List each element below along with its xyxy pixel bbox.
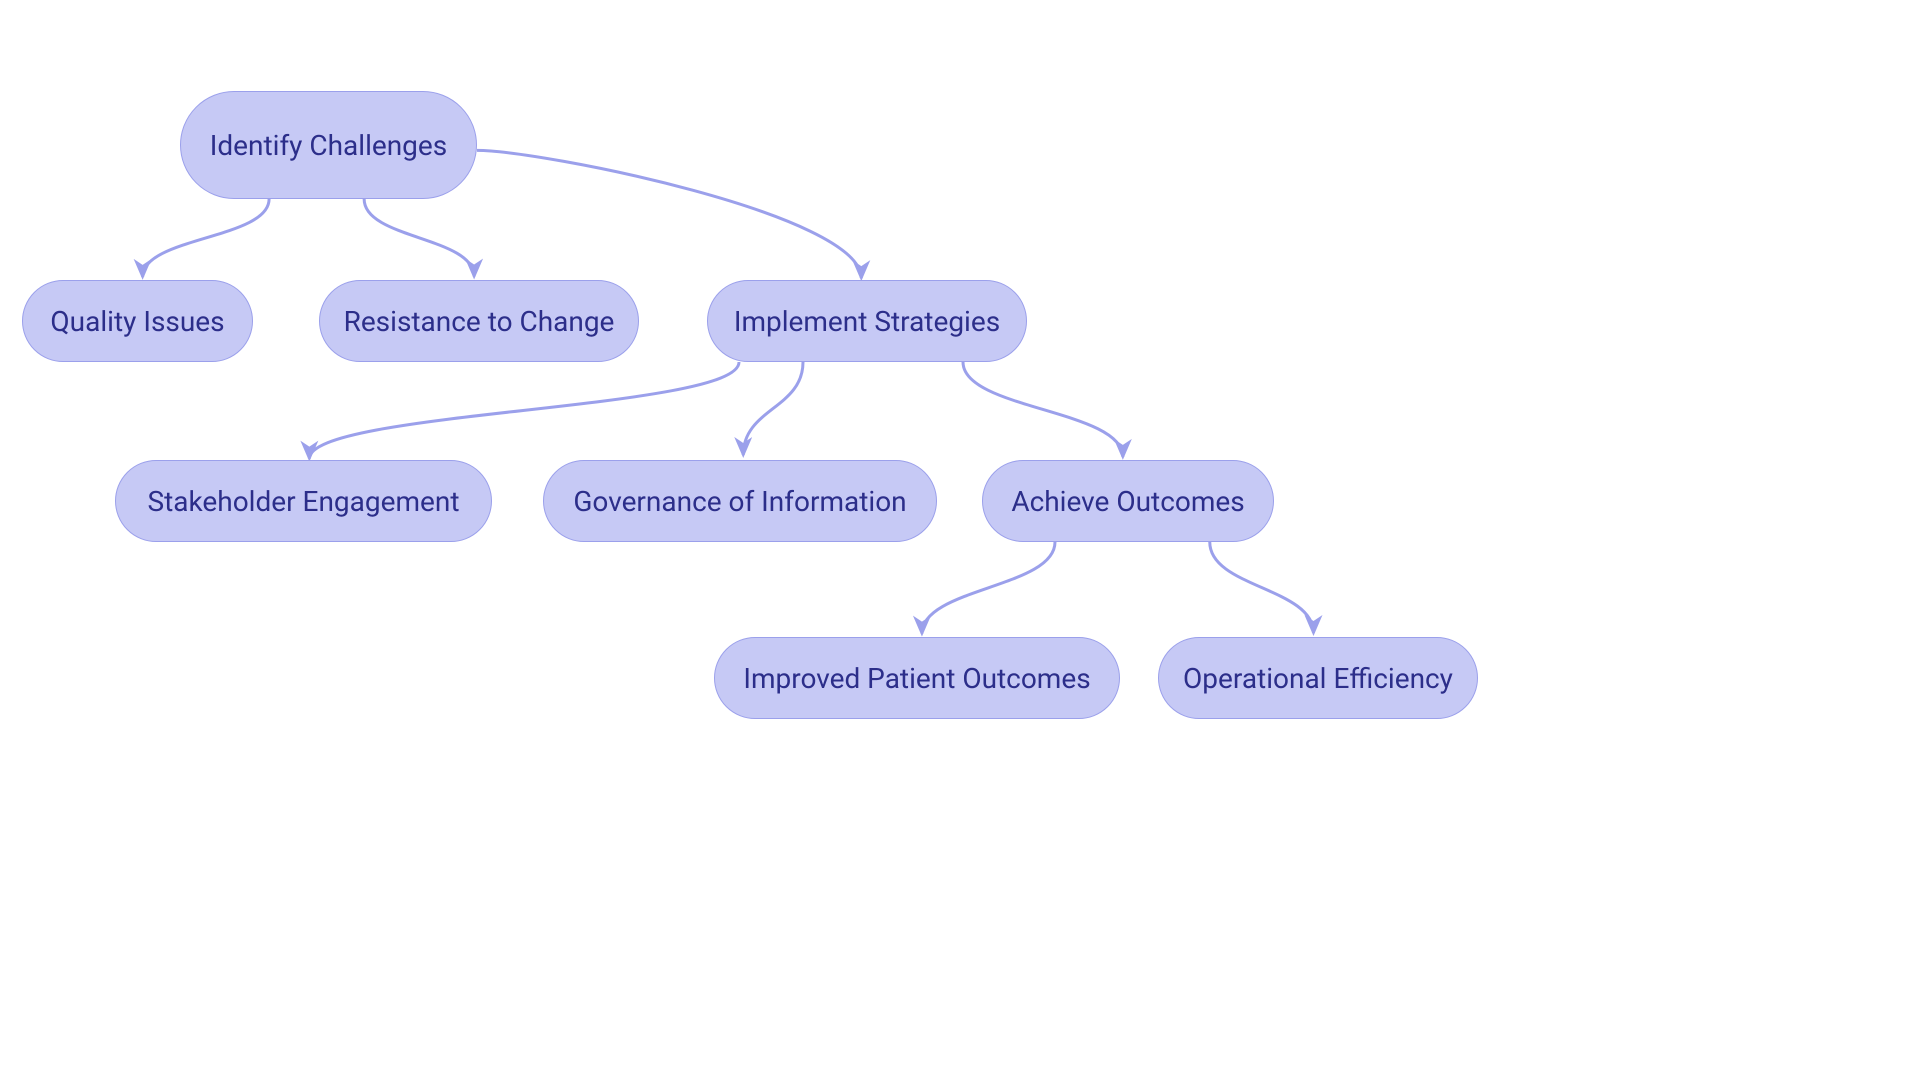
edge-implement-stakeholder: [309, 362, 739, 459]
node-label: Operational Efficiency: [1183, 662, 1453, 695]
node-implement: Implement Strategies: [707, 280, 1027, 362]
edge-implement-governance: [743, 362, 803, 455]
edge-identify-resistance: [364, 199, 474, 277]
edge-achieve-operational: [1210, 542, 1314, 633]
node-quality: Quality Issues: [22, 280, 253, 362]
edge-achieve-improved: [922, 542, 1055, 634]
edge-identify-quality: [143, 199, 269, 277]
node-label: Resistance to Change: [344, 305, 615, 338]
node-label: Governance of Information: [573, 485, 906, 518]
node-label: Improved Patient Outcomes: [743, 662, 1090, 695]
node-label: Achieve Outcomes: [1011, 485, 1244, 518]
node-identify: Identify Challenges: [180, 91, 477, 199]
diagram-canvas: Identify Challenges Quality Issues Resista…: [0, 0, 1920, 1080]
node-stakeholder: Stakeholder Engagement: [115, 460, 492, 542]
node-operational: Operational Efficiency: [1158, 637, 1478, 719]
node-label: Stakeholder Engagement: [148, 485, 460, 518]
node-governance: Governance of Information: [543, 460, 937, 542]
node-label: Implement Strategies: [734, 305, 1000, 338]
node-achieve: Achieve Outcomes: [982, 460, 1274, 542]
edge-implement-achieve: [963, 362, 1123, 457]
edge-identify-implement: [477, 150, 861, 278]
node-improved: Improved Patient Outcomes: [714, 637, 1120, 719]
node-label: Identify Challenges: [210, 129, 447, 162]
node-resistance: Resistance to Change: [319, 280, 639, 362]
node-label: Quality Issues: [50, 305, 224, 338]
